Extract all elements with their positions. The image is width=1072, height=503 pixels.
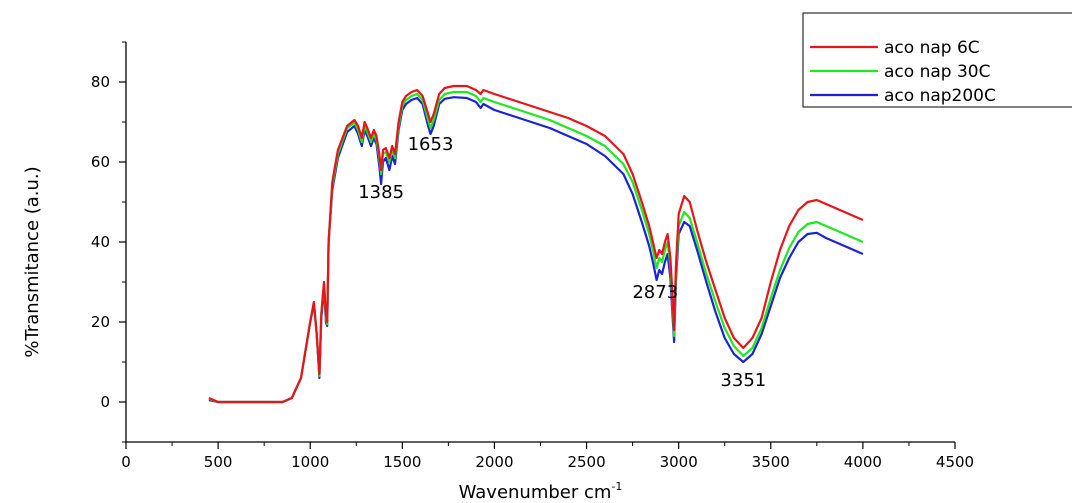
series-line-aco-nap200c — [208, 96, 864, 404]
x-tick-label: 3000 — [660, 453, 698, 471]
legend-box — [802, 12, 1072, 108]
x-axis-title-superscript: -1 — [611, 480, 622, 493]
peak-annotations: 1385 1653 2873 3351 — [358, 134, 766, 391]
x-tick-label: 2500 — [567, 453, 605, 471]
x-tick-label: 500 — [204, 453, 233, 471]
x-tick-label: 4000 — [844, 453, 882, 471]
peak-label: 3351 — [720, 370, 766, 391]
legend-label: aco nap 30C — [884, 62, 990, 82]
x-axis-title: Wavenumber cm-1 — [459, 480, 623, 503]
y-tick-label: 0 — [100, 393, 110, 411]
x-tick-label: 3500 — [752, 453, 790, 471]
peak-label: 2873 — [632, 282, 678, 303]
x-axis-title-text: Wavenumber cm — [459, 482, 612, 503]
x-tick-label: 1500 — [383, 453, 421, 471]
y-tick-label: 60 — [91, 153, 110, 171]
x-tick-label: 0 — [121, 453, 131, 471]
peak-label: 1653 — [408, 134, 454, 155]
legend-label: aco nap200C — [884, 86, 996, 106]
series-layer — [208, 84, 864, 404]
legend-label: aco nap 6C — [884, 38, 980, 58]
series-line-aco-nap-30c — [208, 90, 864, 404]
x-tick-label: 2000 — [475, 453, 513, 471]
peak-label: 1385 — [358, 182, 404, 203]
legend: aco nap 6C aco nap 30C aco nap200C — [802, 12, 1072, 108]
y-tick-label: 80 — [91, 73, 110, 91]
y-tick-label: 40 — [91, 233, 110, 251]
y-tick-label: 20 — [91, 313, 110, 331]
x-tick-label: 1000 — [291, 453, 329, 471]
x-tick-label: 4500 — [936, 453, 974, 471]
series-line-aco-nap-6c — [208, 84, 864, 404]
axes: 0 500 1000 1500 2000 2500 3000 3500 4000 4500 0 20 4… — [91, 41, 974, 471]
y-axis-title: %Transmitance (a.u.) — [22, 166, 43, 357]
